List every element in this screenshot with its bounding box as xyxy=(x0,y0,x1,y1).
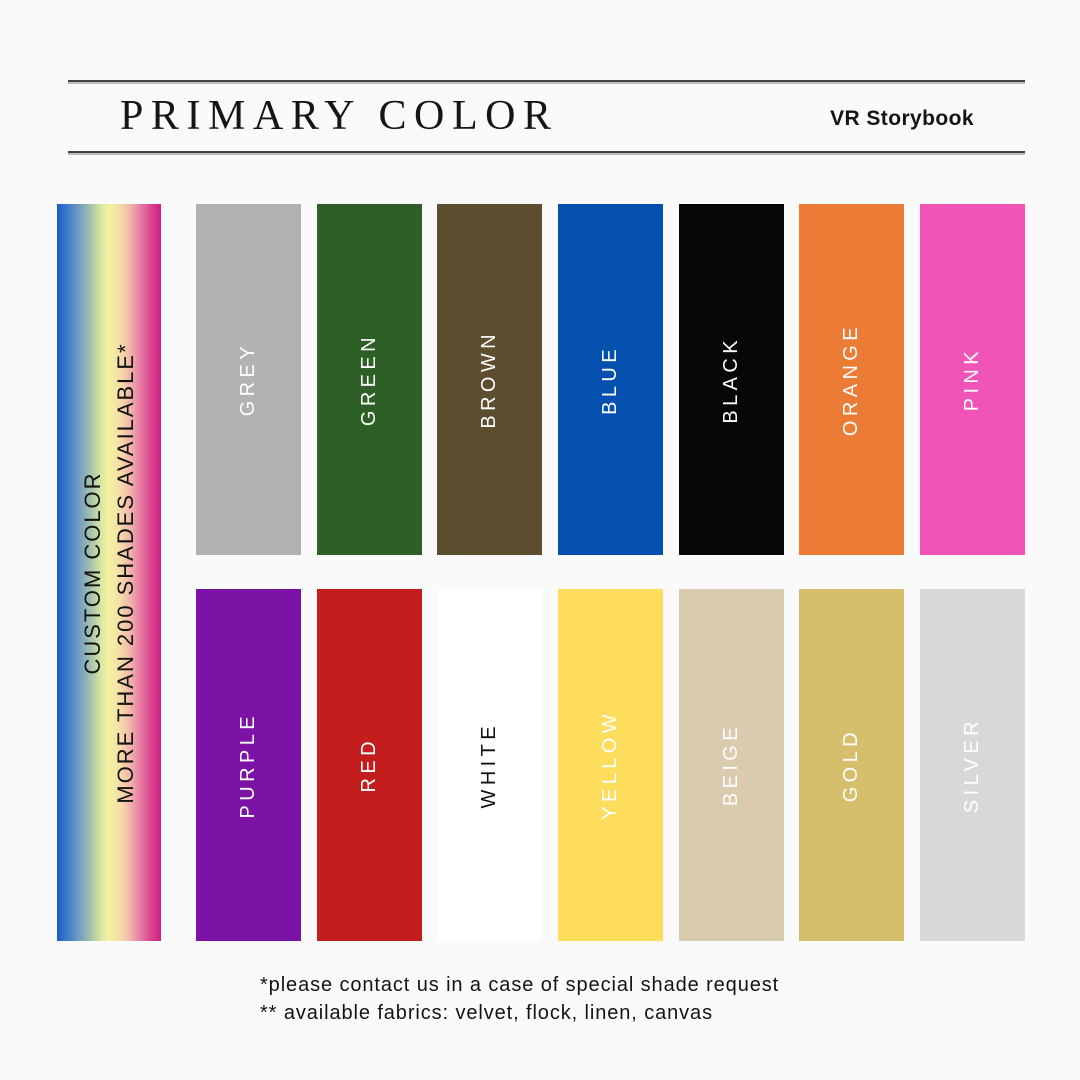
swatch-green: GREEN xyxy=(316,204,422,555)
swatch-label-yellow: YELLOW xyxy=(599,710,622,820)
header-top-divider xyxy=(68,80,1025,82)
footnote-available-fabrics: ** available fabrics: velvet, flock, lin… xyxy=(260,1002,713,1024)
swatch-black: BLACK xyxy=(678,204,784,555)
brand-name: VR Storybook xyxy=(830,107,974,130)
custom-color-subtitle: MORE THAN 200 SHADES AVAILABLE* xyxy=(113,341,138,804)
swatch-blue: BLUE xyxy=(558,204,664,555)
swatch-row-top: GREY GREEN BROWN BLUE BLACK ORANGE PINK xyxy=(196,204,1026,555)
swatch-gold: GOLD xyxy=(799,589,905,941)
swatch-label-silver: SILVER xyxy=(961,716,984,814)
swatch-label-blue: BLUE xyxy=(599,344,622,415)
swatch-row-bottom: PURPLE RED WHITE YELLOW BEIGE GOLD SILVE… xyxy=(196,589,1026,941)
swatch-label-orange: ORANGE xyxy=(840,322,863,437)
swatch-white: WHITE xyxy=(437,589,543,941)
swatch-label-beige: BEIGE xyxy=(719,723,742,807)
header-bottom-divider xyxy=(68,151,1025,153)
page-title: PRIMARY COLOR xyxy=(120,93,559,139)
swatch-label-grey: GREY xyxy=(237,342,259,417)
custom-color-label-group: CUSTOM COLOR MORE THAN 200 SHADES AVAILA… xyxy=(57,204,161,941)
swatch-purple: PURPLE xyxy=(196,589,301,941)
swatch-label-gold: GOLD xyxy=(840,727,863,803)
swatch-label-green: GREEN xyxy=(357,332,380,427)
swatch-brown: BROWN xyxy=(437,204,543,555)
swatch-red: RED xyxy=(316,589,422,941)
footnote-special-shade: *please contact us in a case of special … xyxy=(260,974,780,996)
custom-color-label: CUSTOM COLOR xyxy=(80,470,105,675)
swatch-label-pink: PINK xyxy=(961,347,984,412)
swatch-orange: ORANGE xyxy=(799,204,905,555)
swatch-beige: BEIGE xyxy=(678,589,784,941)
swatch-label-black: BLACK xyxy=(719,335,742,424)
swatch-label-red: RED xyxy=(357,737,380,793)
swatch-pink: PINK xyxy=(920,204,1026,555)
swatch-label-purple: PURPLE xyxy=(237,711,259,819)
swatch-label-white: WHITE xyxy=(478,721,501,809)
custom-color-gradient-bar: CUSTOM COLOR MORE THAN 200 SHADES AVAILA… xyxy=(57,204,161,941)
footnotes: *please contact us in a case of special … xyxy=(260,971,779,1027)
swatch-grey: GREY xyxy=(196,204,301,555)
swatch-silver: SILVER xyxy=(920,589,1026,941)
swatch-label-brown: BROWN xyxy=(478,330,501,429)
swatch-yellow: YELLOW xyxy=(558,589,664,941)
